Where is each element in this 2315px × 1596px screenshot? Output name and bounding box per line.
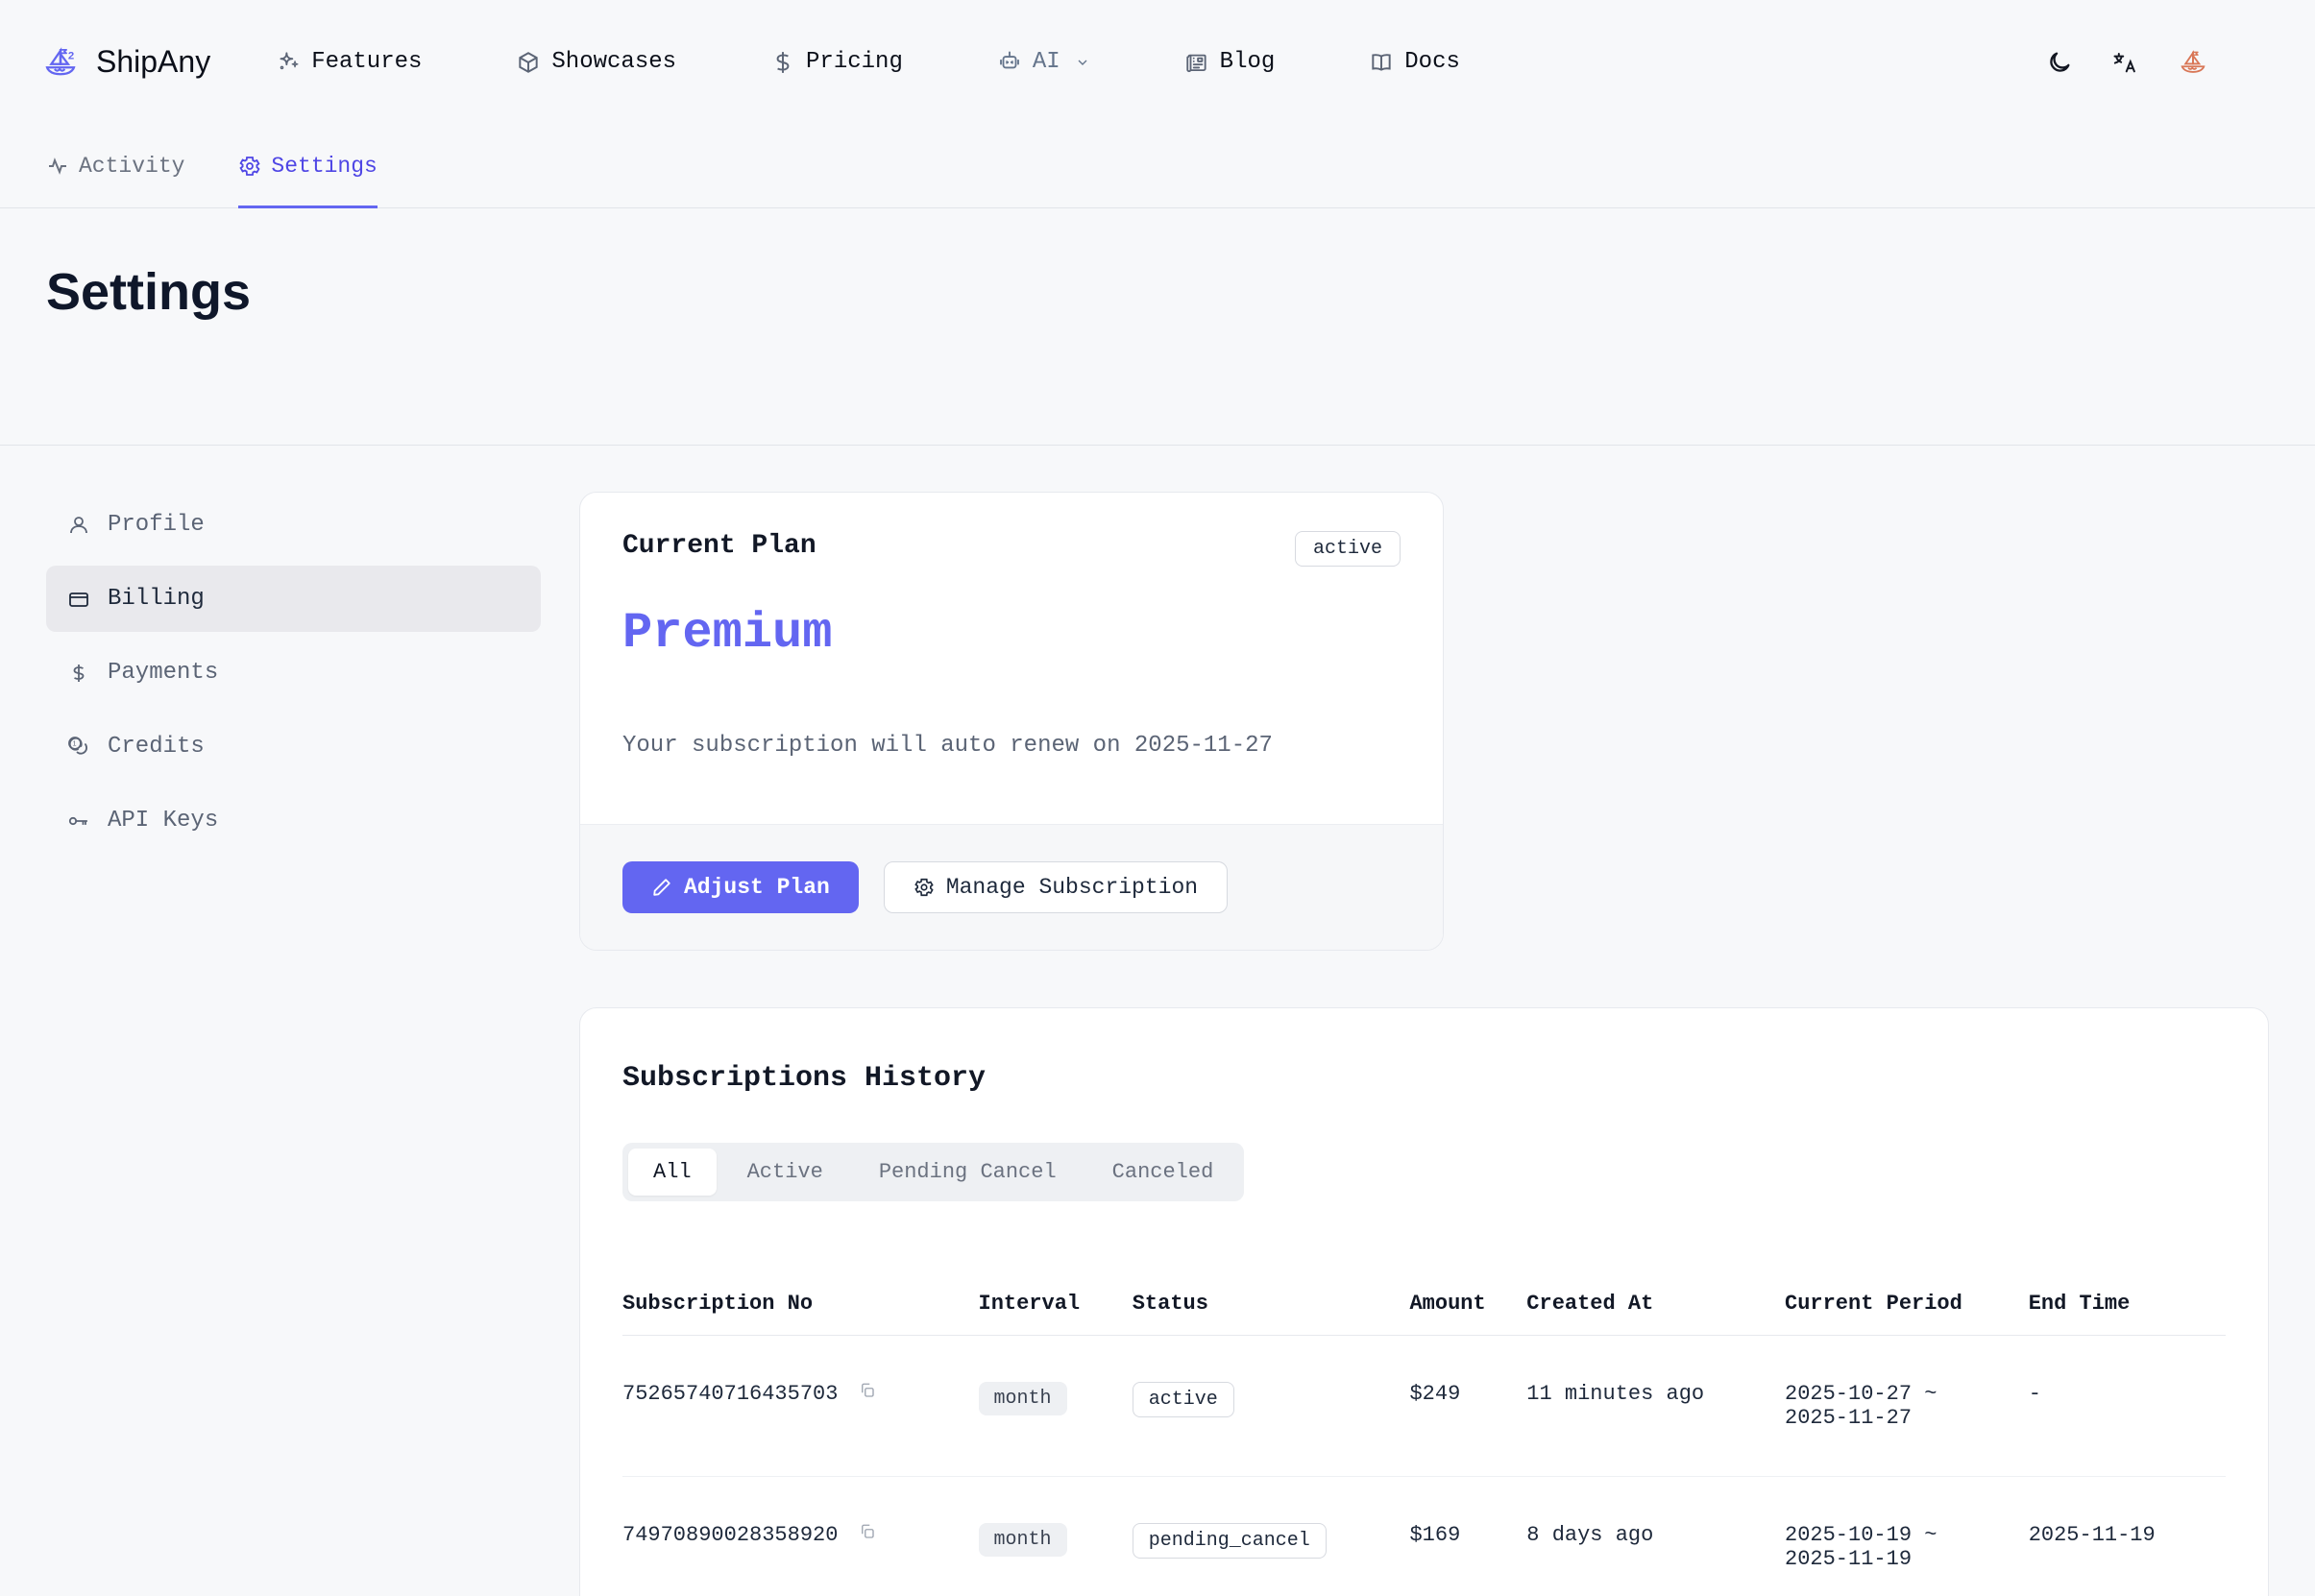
svg-text:1: 1 [73, 740, 77, 747]
svg-text:2: 2 [68, 50, 74, 61]
